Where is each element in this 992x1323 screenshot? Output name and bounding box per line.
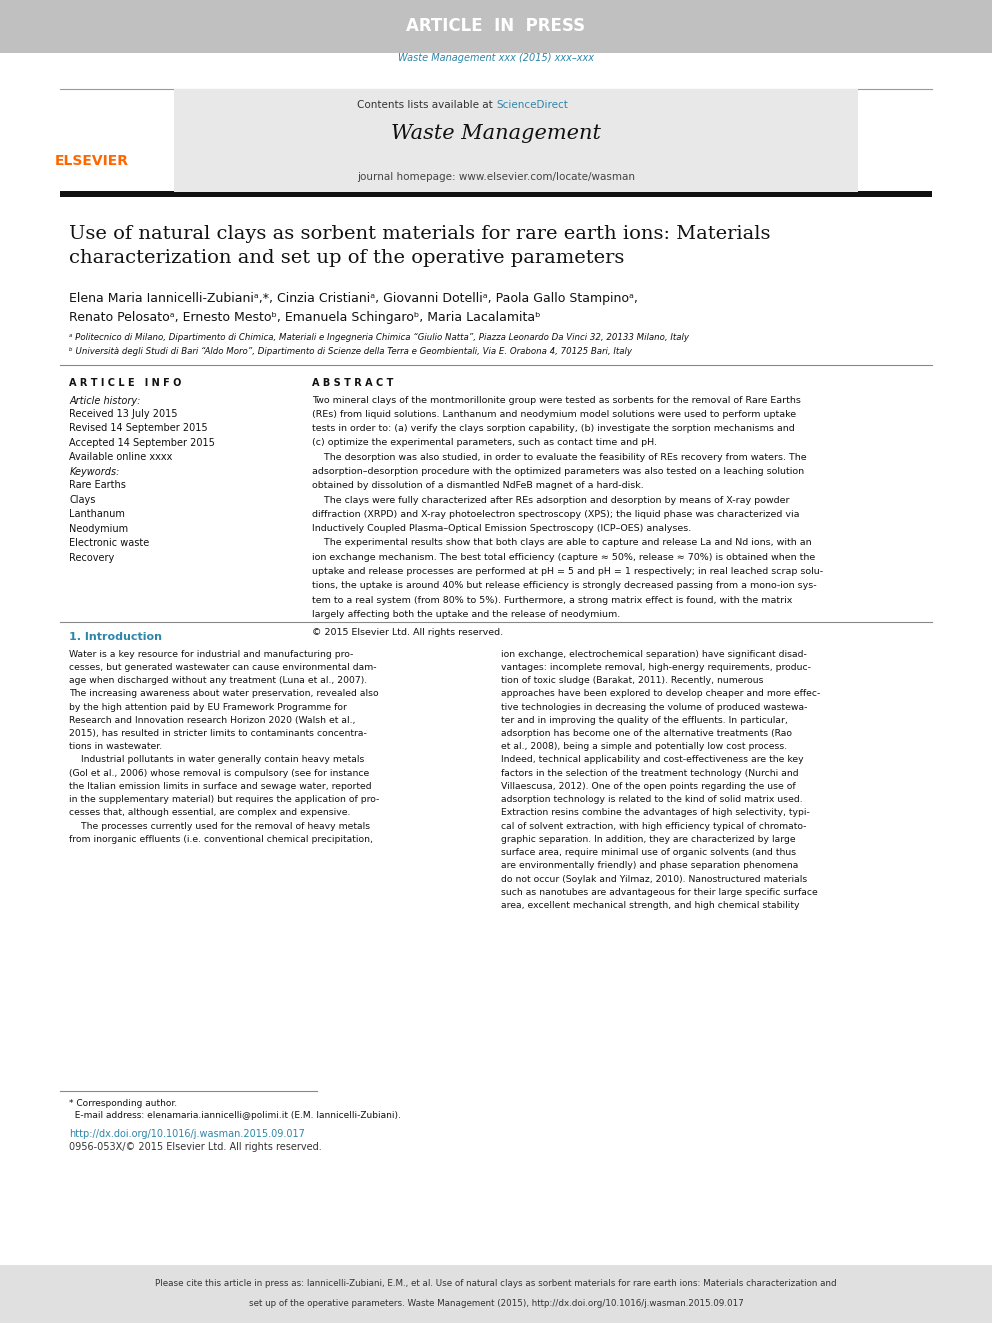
Text: factors in the selection of the treatment technology (Nurchi and: factors in the selection of the treatmen… <box>501 769 799 778</box>
Text: Electronic waste: Electronic waste <box>69 538 150 549</box>
Text: The increasing awareness about water preservation, revealed also: The increasing awareness about water pre… <box>69 689 379 699</box>
Text: uptake and release processes are performed at pH = 5 and pH = 1 respectively; in: uptake and release processes are perform… <box>312 568 823 576</box>
Text: Revised 14 September 2015: Revised 14 September 2015 <box>69 423 208 434</box>
Text: A R T I C L E   I N F O: A R T I C L E I N F O <box>69 378 182 389</box>
Text: cesses that, although essential, are complex and expensive.: cesses that, although essential, are com… <box>69 808 351 818</box>
Text: Rare Earths: Rare Earths <box>69 480 126 491</box>
Text: tive technologies in decreasing the volume of produced wastewa-: tive technologies in decreasing the volu… <box>501 703 807 712</box>
Text: (Gol et al., 2006) whose removal is compulsory (see for instance: (Gol et al., 2006) whose removal is comp… <box>69 769 370 778</box>
Text: diffraction (XRPD) and X-ray photoelectron spectroscopy (XPS); the liquid phase : diffraction (XRPD) and X-ray photoelectr… <box>312 509 800 519</box>
Text: set up of the operative parameters. Waste Management (2015), http://dx.doi.org/1: set up of the operative parameters. Wast… <box>249 1299 743 1307</box>
Text: 1. Introduction: 1. Introduction <box>69 632 163 643</box>
Text: Inductively Coupled Plasma–Optical Emission Spectroscopy (ICP–OES) analyses.: Inductively Coupled Plasma–Optical Emiss… <box>312 524 691 533</box>
Text: Waste Management xxx (2015) xxx–xxx: Waste Management xxx (2015) xxx–xxx <box>398 53 594 64</box>
Text: Lanthanum: Lanthanum <box>69 509 125 520</box>
Text: The desorption was also studied, in order to evaluate the feasibility of REs rec: The desorption was also studied, in orde… <box>312 452 807 462</box>
Text: Received 13 July 2015: Received 13 July 2015 <box>69 409 178 419</box>
Text: (c) optimize the experimental parameters, such as contact time and pH.: (c) optimize the experimental parameters… <box>312 438 658 447</box>
Text: Two mineral clays of the montmorillonite group were tested as sorbents for the r: Two mineral clays of the montmorillonite… <box>312 396 802 405</box>
Text: tions, the uptake is around 40% but release efficiency is strongly decreased pas: tions, the uptake is around 40% but rele… <box>312 581 817 590</box>
Text: from inorganic effluents (i.e. conventional chemical precipitation,: from inorganic effluents (i.e. conventio… <box>69 835 373 844</box>
Text: adsorption has become one of the alternative treatments (Rao: adsorption has become one of the alterna… <box>501 729 792 738</box>
FancyBboxPatch shape <box>60 191 932 197</box>
Text: adsorption technology is related to the kind of solid matrix used.: adsorption technology is related to the … <box>501 795 803 804</box>
Text: ion exchange mechanism. The best total efficiency (capture ≈ 50%, release ≈ 70%): ion exchange mechanism. The best total e… <box>312 553 815 562</box>
Text: journal homepage: www.elsevier.com/locate/wasman: journal homepage: www.elsevier.com/locat… <box>357 172 635 183</box>
Text: Waste Management: Waste Management <box>391 124 601 143</box>
Text: cesses, but generated wastewater can cause environmental dam-: cesses, but generated wastewater can cau… <box>69 663 377 672</box>
Text: tem to a real system (from 80% to 5%). Furthermore, a strong matrix effect is fo: tem to a real system (from 80% to 5%). F… <box>312 595 793 605</box>
Text: Neodymium: Neodymium <box>69 524 129 534</box>
Text: in the supplementary material) but requires the application of pro-: in the supplementary material) but requi… <box>69 795 380 804</box>
Text: tions in wastewater.: tions in wastewater. <box>69 742 163 751</box>
Text: Indeed, technical applicability and cost-effectiveness are the key: Indeed, technical applicability and cost… <box>501 755 804 765</box>
Text: by the high attention paid by EU Framework Programme for: by the high attention paid by EU Framewo… <box>69 703 347 712</box>
Text: Recovery: Recovery <box>69 553 115 564</box>
Text: ELSEVIER: ELSEVIER <box>55 155 128 168</box>
Text: tests in order to: (a) verify the clays sorption capability, (b) investigate the: tests in order to: (a) verify the clays … <box>312 425 796 433</box>
Text: Accepted 14 September 2015: Accepted 14 September 2015 <box>69 438 215 448</box>
Text: are environmentally friendly) and phase separation phenomena: are environmentally friendly) and phase … <box>501 861 799 871</box>
Text: Clays: Clays <box>69 495 96 505</box>
Text: surface area, require minimal use of organic solvents (and thus: surface area, require minimal use of org… <box>501 848 797 857</box>
Text: ion exchange, electrochemical separation) have significant disad-: ion exchange, electrochemical separation… <box>501 650 806 659</box>
Text: Villaescusa, 2012). One of the open points regarding the use of: Villaescusa, 2012). One of the open poin… <box>501 782 796 791</box>
Text: ᵇ Università degli Studi di Bari “Aldo Moro”, Dipartimento di Scienze della Terr: ᵇ Università degli Studi di Bari “Aldo M… <box>69 347 633 356</box>
Text: Use of natural clays as sorbent materials for rare earth ions: Materials
charact: Use of natural clays as sorbent material… <box>69 225 771 266</box>
Text: Water is a key resource for industrial and manufacturing pro-: Water is a key resource for industrial a… <box>69 650 354 659</box>
FancyBboxPatch shape <box>174 89 858 192</box>
Text: (REs) from liquid solutions. Lanthanum and neodymium model solutions were used t: (REs) from liquid solutions. Lanthanum a… <box>312 410 797 419</box>
Text: age when discharged without any treatment (Luna et al., 2007).: age when discharged without any treatmen… <box>69 676 368 685</box>
Text: © 2015 Elsevier Ltd. All rights reserved.: © 2015 Elsevier Ltd. All rights reserved… <box>312 628 504 638</box>
Text: Article history:: Article history: <box>69 396 141 406</box>
Text: * Corresponding author.: * Corresponding author. <box>69 1099 178 1109</box>
Text: The processes currently used for the removal of heavy metals: The processes currently used for the rem… <box>69 822 371 831</box>
Text: ter and in improving the quality of the effluents. In particular,: ter and in improving the quality of the … <box>501 716 788 725</box>
Text: Contents lists available at: Contents lists available at <box>357 99 496 110</box>
Text: 0956-053X/© 2015 Elsevier Ltd. All rights reserved.: 0956-053X/© 2015 Elsevier Ltd. All right… <box>69 1142 322 1152</box>
Text: such as nanotubes are advantageous for their large specific surface: such as nanotubes are advantageous for t… <box>501 888 817 897</box>
FancyBboxPatch shape <box>0 0 992 53</box>
Text: The clays were fully characterized after REs adsorption and desorption by means : The clays were fully characterized after… <box>312 496 790 504</box>
Text: approaches have been explored to develop cheaper and more effec-: approaches have been explored to develop… <box>501 689 820 699</box>
Text: the Italian emission limits in surface and sewage water, reported: the Italian emission limits in surface a… <box>69 782 372 791</box>
Text: Available online xxxx: Available online xxxx <box>69 452 173 463</box>
Text: Renato Pelosatoᵃ, Ernesto Mestoᵇ, Emanuela Schingaroᵇ, Maria Lacalamitaᵇ: Renato Pelosatoᵃ, Ernesto Mestoᵇ, Emanue… <box>69 311 541 324</box>
Text: area, excellent mechanical strength, and high chemical stability: area, excellent mechanical strength, and… <box>501 901 800 910</box>
Text: Please cite this article in press as: Iannicelli-Zubiani, E.M., et al. Use of na: Please cite this article in press as: Ia… <box>155 1279 837 1287</box>
Text: Research and Innovation research Horizon 2020 (Walsh et al.,: Research and Innovation research Horizon… <box>69 716 356 725</box>
Text: graphic separation. In addition, they are characterized by large: graphic separation. In addition, they ar… <box>501 835 796 844</box>
Text: 2015), has resulted in stricter limits to contaminants concentra-: 2015), has resulted in stricter limits t… <box>69 729 367 738</box>
Text: do not occur (Soylak and Yilmaz, 2010). Nanostructured materials: do not occur (Soylak and Yilmaz, 2010). … <box>501 875 807 884</box>
Text: cal of solvent extraction, with high efficiency typical of chromato-: cal of solvent extraction, with high eff… <box>501 822 806 831</box>
Text: Elena Maria Iannicelli-Zubianiᵃ,*, Cinzia Cristianiᵃ, Giovanni Dotelliᵃ, Paola G: Elena Maria Iannicelli-Zubianiᵃ,*, Cinzi… <box>69 292 638 306</box>
Text: A B S T R A C T: A B S T R A C T <box>312 378 394 389</box>
Text: Extraction resins combine the advantages of high selectivity, typi-: Extraction resins combine the advantages… <box>501 808 809 818</box>
Text: E-mail address: elenamaria.iannicelli@polimi.it (E.M. Iannicelli-Zubiani).: E-mail address: elenamaria.iannicelli@po… <box>69 1111 402 1121</box>
Text: The experimental results show that both clays are able to capture and release La: The experimental results show that both … <box>312 538 812 548</box>
Text: ARTICLE  IN  PRESS: ARTICLE IN PRESS <box>407 17 585 36</box>
Text: adsorption–desorption procedure with the optimized parameters was also tested on: adsorption–desorption procedure with the… <box>312 467 805 476</box>
FancyBboxPatch shape <box>0 1265 992 1323</box>
Text: largely affecting both the uptake and the release of neodymium.: largely affecting both the uptake and th… <box>312 610 621 619</box>
Text: ᵃ Politecnico di Milano, Dipartimento di Chimica, Materiali e Ingegneria Chimica: ᵃ Politecnico di Milano, Dipartimento di… <box>69 333 689 343</box>
Text: tion of toxic sludge (Barakat, 2011). Recently, numerous: tion of toxic sludge (Barakat, 2011). Re… <box>501 676 764 685</box>
Text: obtained by dissolution of a dismantled NdFeB magnet of a hard-disk.: obtained by dissolution of a dismantled … <box>312 482 644 491</box>
Text: vantages: incomplete removal, high-energy requirements, produc-: vantages: incomplete removal, high-energ… <box>501 663 811 672</box>
Text: ScienceDirect: ScienceDirect <box>496 99 567 110</box>
Text: et al., 2008), being a simple and potentially low cost process.: et al., 2008), being a simple and potent… <box>501 742 787 751</box>
Text: http://dx.doi.org/10.1016/j.wasman.2015.09.017: http://dx.doi.org/10.1016/j.wasman.2015.… <box>69 1129 306 1139</box>
Text: Industrial pollutants in water generally contain heavy metals: Industrial pollutants in water generally… <box>69 755 365 765</box>
Text: Keywords:: Keywords: <box>69 467 120 478</box>
